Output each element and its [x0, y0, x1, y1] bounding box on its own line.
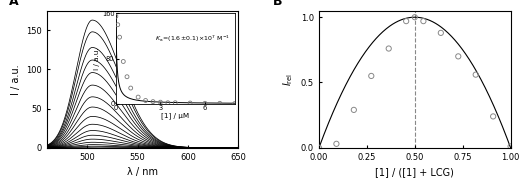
Y-axis label: I / a.u.: I / a.u.	[11, 64, 21, 95]
Point	[419, 20, 428, 23]
Point	[384, 47, 393, 50]
Point	[437, 32, 445, 34]
Point	[489, 115, 498, 118]
X-axis label: [1] / ([1] + LCG): [1] / ([1] + LCG)	[375, 167, 454, 177]
Text: A: A	[8, 0, 18, 8]
X-axis label: λ / nm: λ / nm	[127, 167, 158, 177]
Point	[472, 73, 480, 76]
Point	[506, 145, 515, 148]
Point	[411, 16, 419, 19]
Point	[332, 142, 341, 145]
Point	[454, 55, 463, 58]
Point	[367, 75, 376, 77]
Point	[402, 20, 411, 23]
Point	[315, 146, 323, 149]
Text: B: B	[273, 0, 282, 8]
Point	[350, 108, 358, 111]
Y-axis label: $I_{\rm rel}$: $I_{\rm rel}$	[282, 73, 295, 86]
